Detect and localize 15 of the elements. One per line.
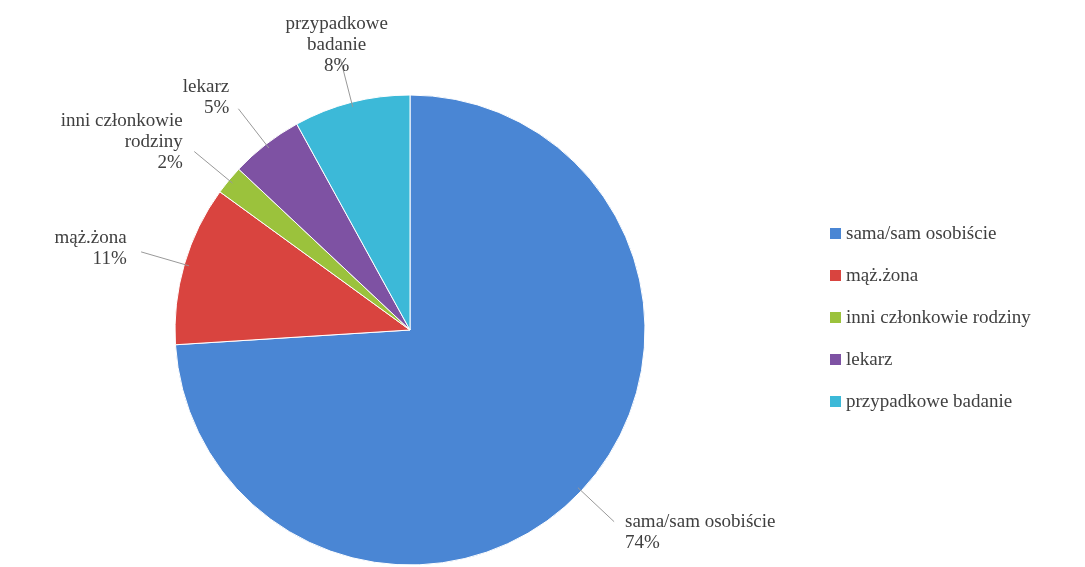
slice-label: sama/sam osobiście <box>625 509 776 531</box>
data-label: 11% <box>92 246 127 268</box>
slice-label: lekarz <box>182 74 230 96</box>
data-label: 2% <box>157 151 183 173</box>
legend-label: inni członkowie rodziny <box>846 306 1032 327</box>
legend-label: sama/sam osobiście <box>846 222 997 243</box>
slice-label: mąż.żona <box>54 225 128 247</box>
legend-label: przypadkowe badanie <box>846 390 1013 411</box>
slice-label: przypadkowe badanie <box>285 11 388 54</box>
data-label: 8% <box>323 53 350 75</box>
data-label: 74% <box>625 530 661 552</box>
data-label: 5% <box>203 95 230 117</box>
legend-label: lekarz <box>846 348 893 369</box>
slice-label: inni członkowie rodziny <box>60 109 184 152</box>
legend-label: mąż.żona <box>846 264 919 285</box>
